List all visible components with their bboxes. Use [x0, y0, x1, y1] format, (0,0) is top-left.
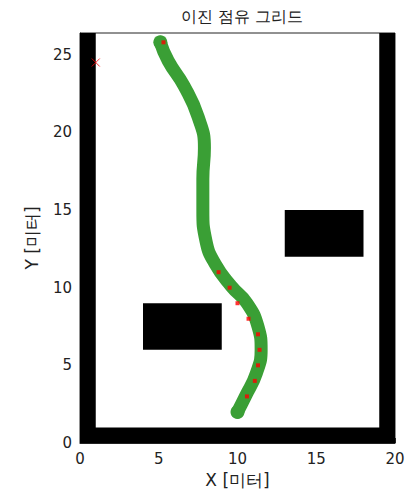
svg-text:0: 0: [62, 434, 72, 452]
svg-text:15: 15: [53, 201, 72, 219]
svg-text:10: 10: [228, 450, 247, 468]
svg-text:25: 25: [53, 46, 72, 64]
svg-text:20: 20: [53, 123, 72, 141]
svg-text:Y [미터]: Y [미터]: [22, 206, 42, 270]
svg-text:15: 15: [307, 450, 326, 468]
svg-text:5: 5: [154, 450, 164, 468]
svg-text:이진 점유 그리드: 이진 점유 그리드: [181, 7, 303, 26]
svg-text:0: 0: [75, 450, 85, 468]
svg-text:10: 10: [53, 279, 72, 297]
svg-text:5: 5: [62, 356, 72, 374]
svg-text:20: 20: [385, 450, 404, 468]
svg-text:X [미터]: X [미터]: [205, 470, 269, 490]
